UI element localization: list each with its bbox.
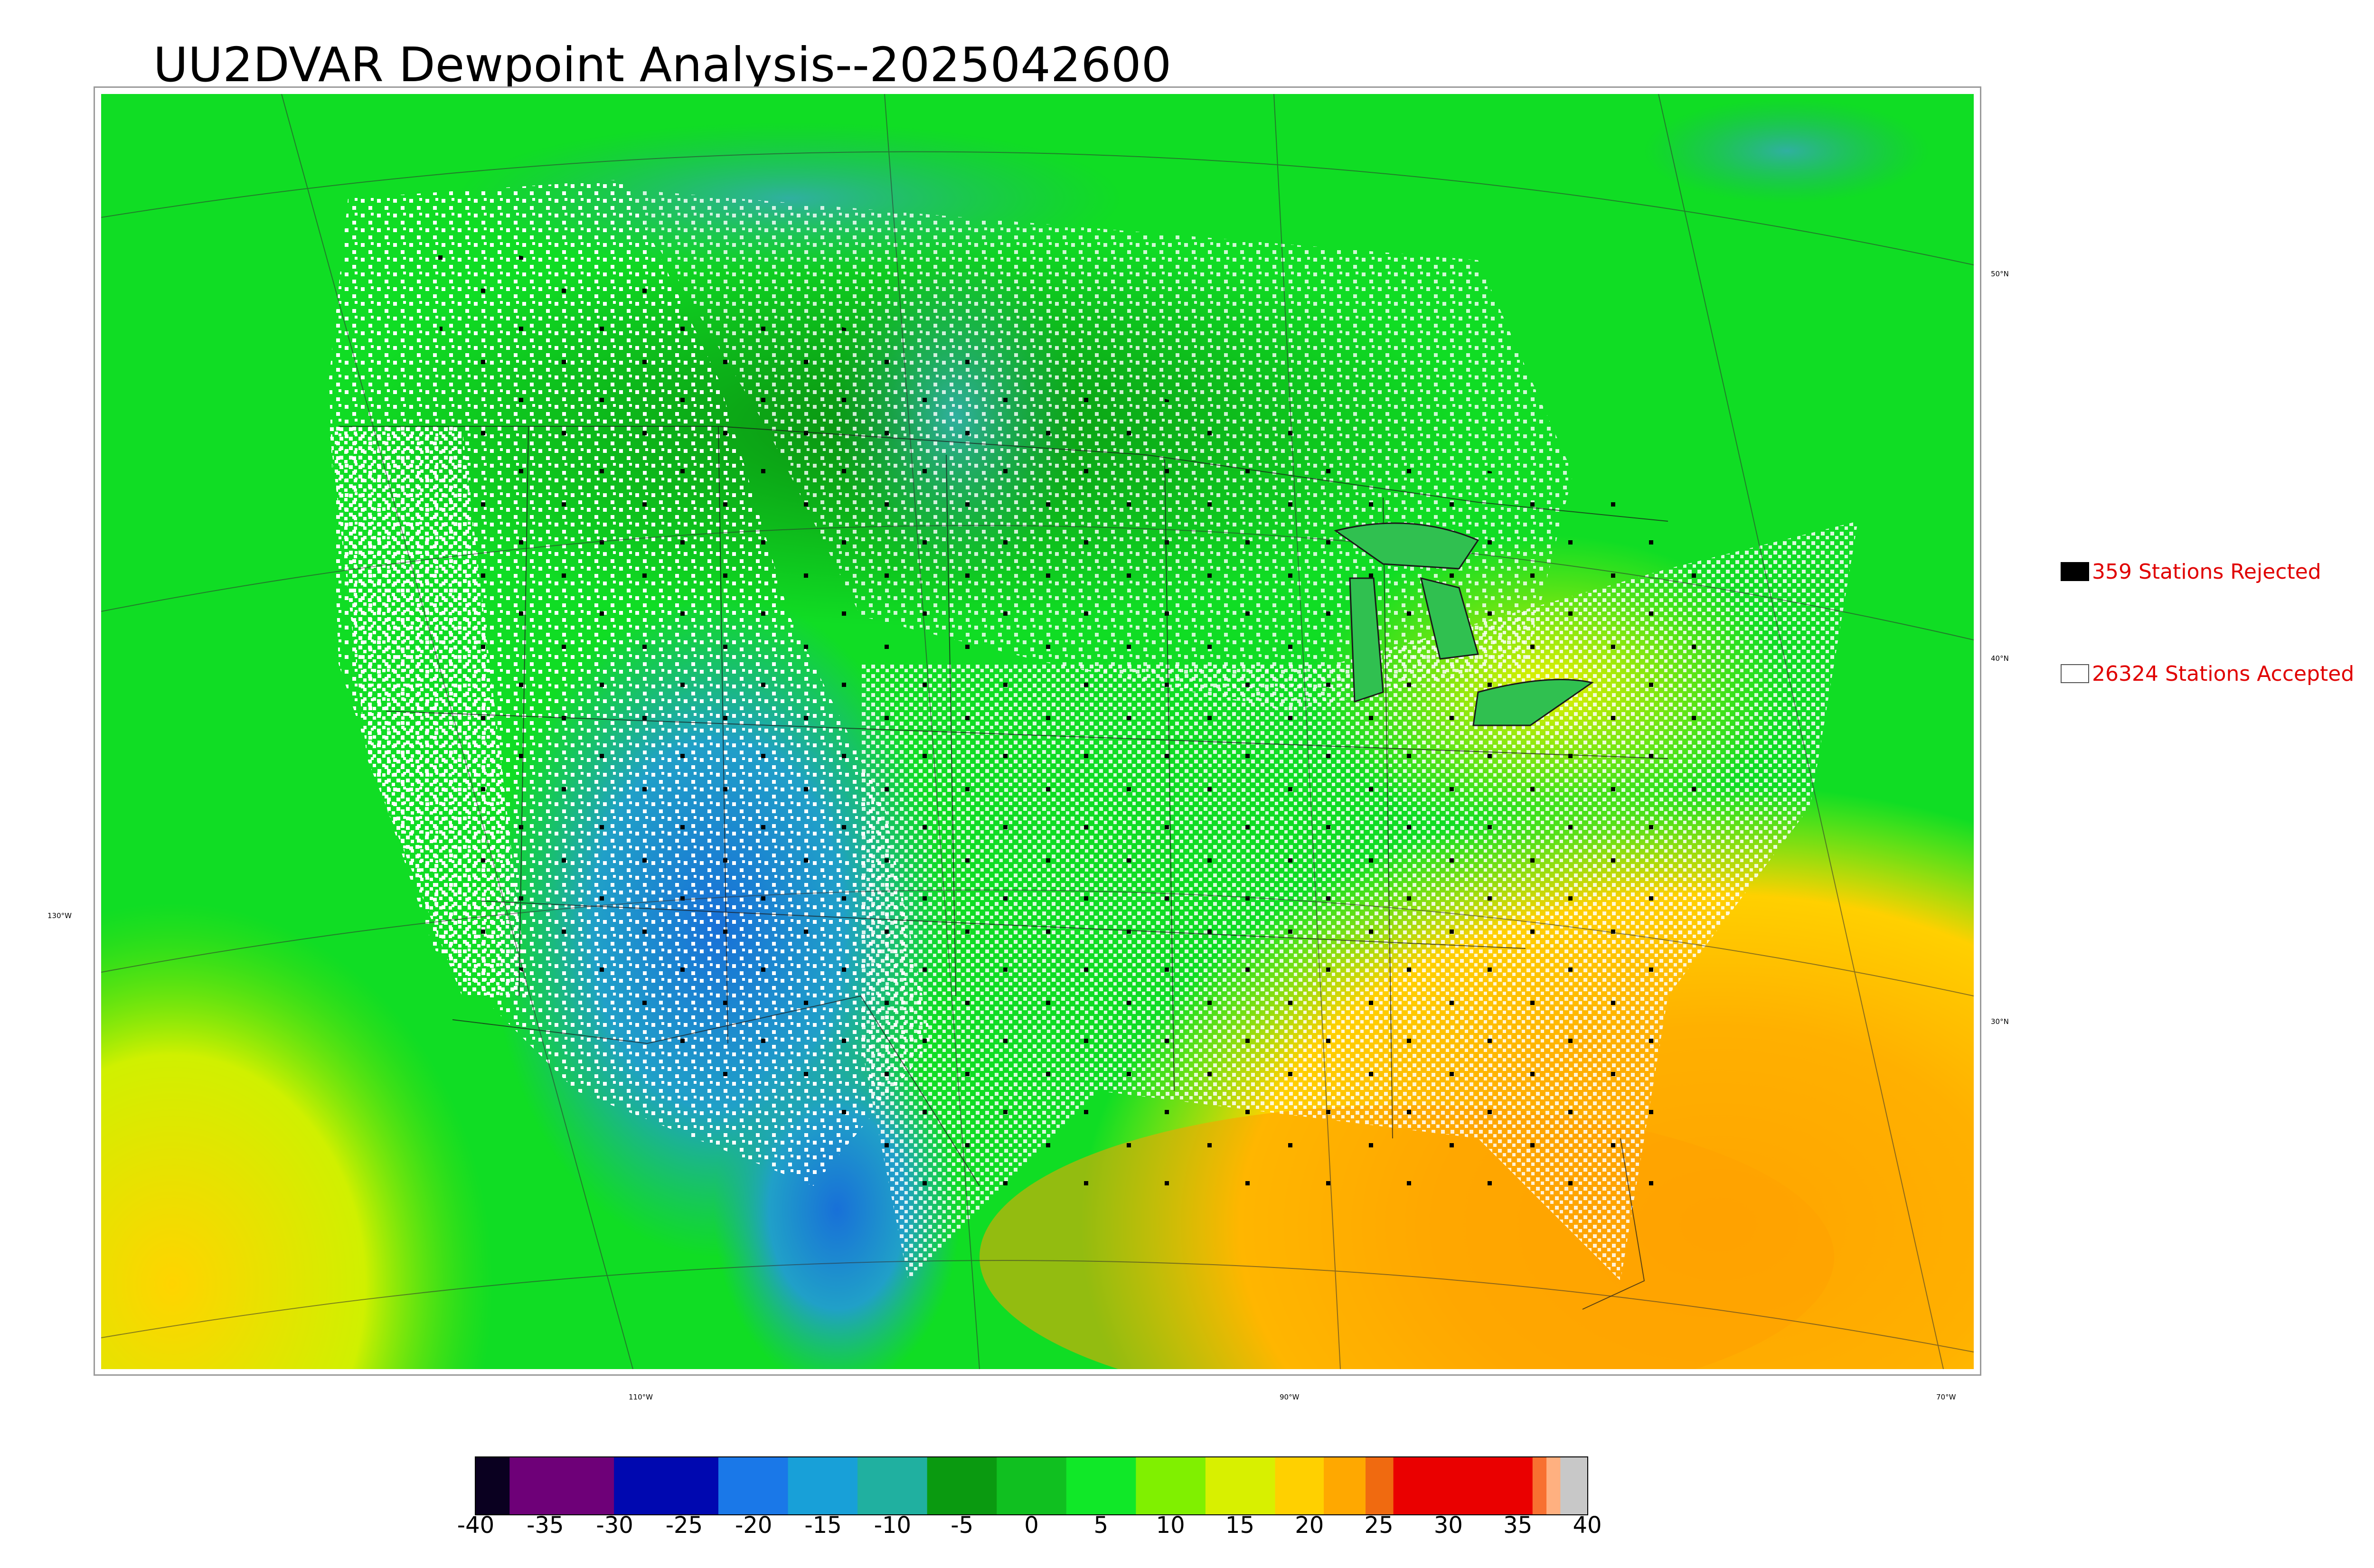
colorbar-tick-label: 0 bbox=[1024, 1512, 1039, 1539]
colorbar-tick-label: -25 bbox=[665, 1512, 703, 1539]
colorbar-segment bbox=[1546, 1456, 1561, 1515]
legend-accepted-label: 26324 Stations Accepted bbox=[2092, 661, 2355, 686]
colorbar-segment bbox=[997, 1456, 1067, 1515]
colorbar-tick-label: -35 bbox=[527, 1512, 564, 1539]
chart-title: UU2DVAR Dewpoint Analysis--2025042600 bbox=[153, 37, 1172, 93]
legend-accepted-swatch bbox=[2061, 664, 2089, 683]
legend-rejected-label: 359 Stations Rejected bbox=[2092, 559, 2321, 584]
colorbar-tick-label: 10 bbox=[1156, 1512, 1185, 1539]
colorbar-tick-label: -5 bbox=[951, 1512, 974, 1539]
legend-accepted: 26324 Stations Accepted bbox=[2061, 661, 2355, 686]
stations-rejected bbox=[433, 236, 1715, 1186]
colorbar-segment bbox=[1393, 1456, 1533, 1515]
legend-rejected-swatch bbox=[2061, 562, 2089, 581]
dewpoint-map[interactable] bbox=[101, 94, 1974, 1369]
colorbar-tick-label: -15 bbox=[804, 1512, 842, 1539]
colorbar-segment bbox=[1066, 1456, 1136, 1515]
colorbar-segment bbox=[1560, 1456, 1588, 1515]
colorbar-segment bbox=[1532, 1456, 1547, 1515]
lon-label-70w: 70°W bbox=[1936, 1393, 1956, 1401]
colorbar-segment bbox=[718, 1456, 789, 1515]
colorbar-segment bbox=[1136, 1456, 1206, 1515]
graticule bbox=[101, 94, 1974, 1369]
colorbar-segment bbox=[857, 1456, 928, 1515]
colorbar-tick-label: 35 bbox=[1503, 1512, 1533, 1539]
colorbar-tick-label: -10 bbox=[874, 1512, 912, 1539]
great-lakes bbox=[1334, 522, 1594, 726]
legend-rejected: 359 Stations Rejected bbox=[2061, 559, 2321, 584]
colorbar-tick-label: 25 bbox=[1364, 1512, 1394, 1539]
lat-label-40n: 40°N bbox=[1991, 654, 2009, 663]
field-hudson-teal bbox=[1644, 99, 1929, 203]
colorbar-segment bbox=[614, 1456, 719, 1515]
colorbar-tick-label: 20 bbox=[1295, 1512, 1324, 1539]
colorbar-tick-label: 5 bbox=[1093, 1512, 1109, 1539]
lon-label-110w: 110°W bbox=[629, 1393, 653, 1401]
colorbar-segment bbox=[1366, 1456, 1394, 1515]
colorbar-segment bbox=[788, 1456, 858, 1515]
colorbar-tick-label: -40 bbox=[457, 1512, 495, 1539]
lon-label-130w: 130°W bbox=[47, 911, 72, 920]
political-borders bbox=[339, 426, 1668, 1310]
colorbar-tick-label: 30 bbox=[1433, 1512, 1463, 1539]
colorbar-segment bbox=[509, 1456, 614, 1515]
colorbar-tick-label: -30 bbox=[596, 1512, 633, 1539]
colorbar bbox=[475, 1456, 1588, 1515]
lon-label-90w: 90°W bbox=[1280, 1393, 1300, 1401]
colorbar-segment bbox=[475, 1456, 510, 1515]
lat-label-30n: 30°N bbox=[1991, 1017, 2009, 1026]
colorbar-segment bbox=[1324, 1456, 1366, 1515]
lat-label-50n: 50°N bbox=[1991, 270, 2009, 278]
colorbar-segment bbox=[1205, 1456, 1275, 1515]
colorbar-tick-label: -20 bbox=[735, 1512, 772, 1539]
colorbar-tick-label: 40 bbox=[1573, 1512, 1602, 1539]
colorbar-segment bbox=[1275, 1456, 1324, 1515]
colorbar-segment bbox=[927, 1456, 997, 1515]
colorbar-tick-label: 15 bbox=[1225, 1512, 1254, 1539]
